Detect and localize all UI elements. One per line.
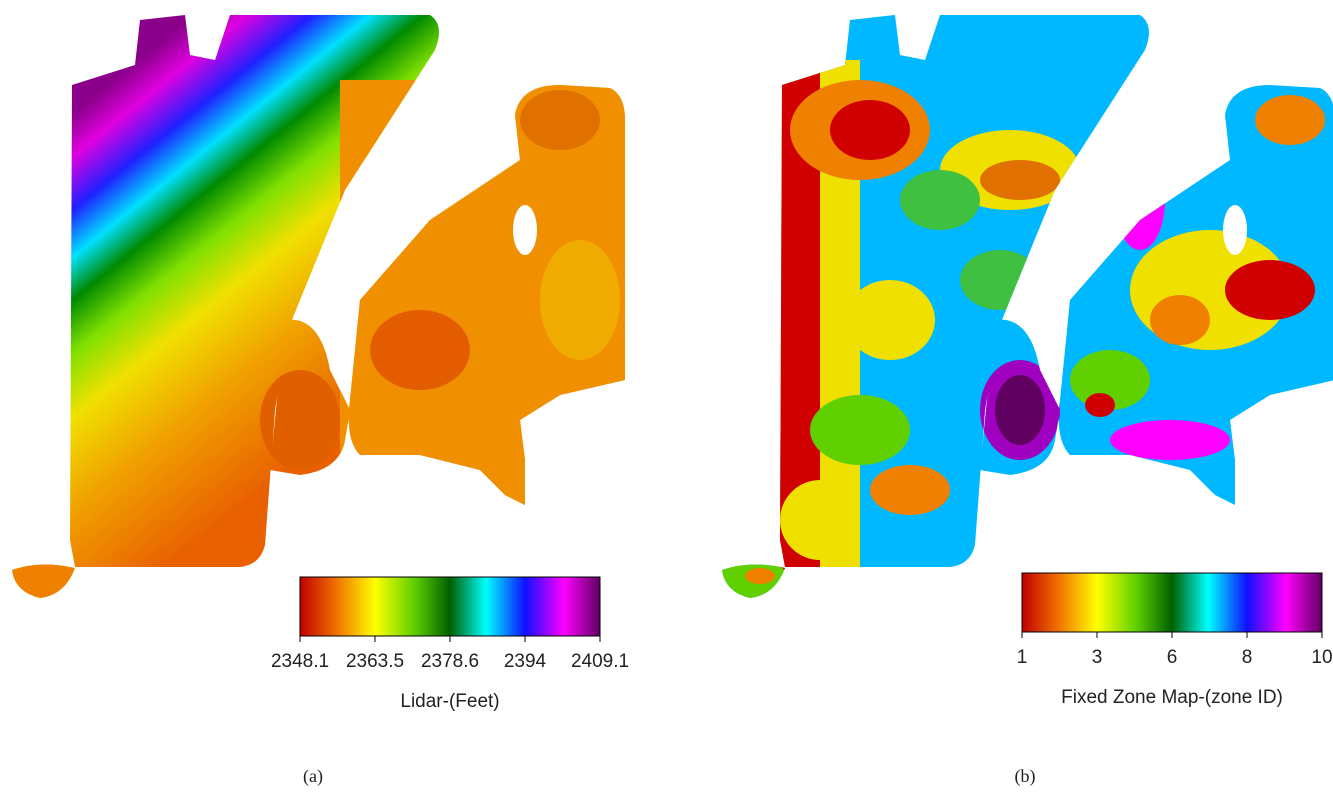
colorbar: [1022, 573, 1322, 632]
colorbar-tick-label: 3: [1092, 647, 1103, 668]
lidar-map: [0, 0, 650, 610]
colorbar-title: Fixed Zone Map-(zone ID): [1061, 687, 1283, 708]
colorbar-tick-label: 2363.5: [346, 651, 404, 672]
colorbar-tick-label: 8: [1242, 647, 1253, 668]
panel-label: (a): [303, 766, 323, 787]
colorbar: [300, 577, 600, 636]
colorbar-title: Lidar-(Feet): [400, 691, 499, 712]
page: {"panels": [ {"label": "(a)", "colorbar"…: [0, 0, 1333, 793]
figure: Lidar-(Feet) Fixed Zone Map-(zone ID) (a…: [0, 0, 1333, 793]
colorbar-tick-label: 10: [1311, 647, 1332, 668]
colorbar-tick-label: 1: [1017, 647, 1028, 668]
zone-map: [710, 0, 1333, 610]
colorbar-tick-label: 2348.1: [271, 651, 329, 672]
colorbar-tick-label: 2409.1: [571, 651, 629, 672]
colorbar-tick-label: 2378.6: [421, 651, 479, 672]
colorbar-tick-label: 2394: [504, 651, 547, 672]
colorbar-tick-label: 6: [1167, 647, 1178, 668]
panel-label: (b): [1015, 766, 1036, 787]
